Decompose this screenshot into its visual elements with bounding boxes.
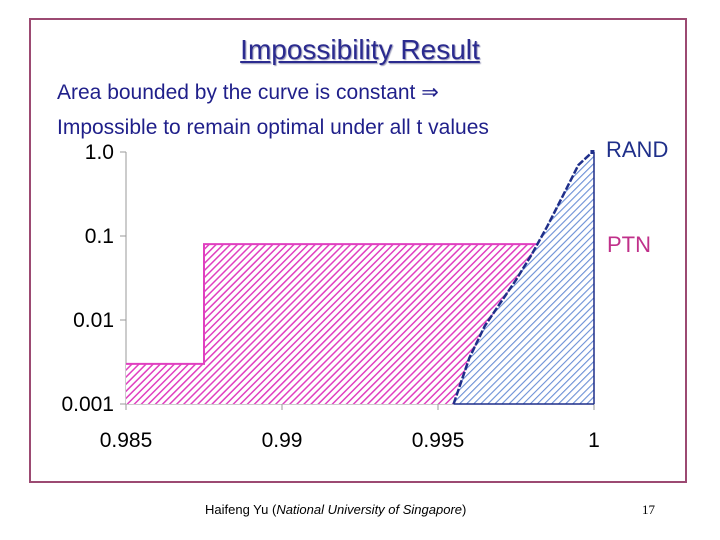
rand-area <box>453 152 594 404</box>
x-tick-label: 0.99 <box>262 429 303 452</box>
slide-title: Impossibility Result <box>240 34 480 65</box>
footer-author: Haifeng Yu ( <box>205 502 277 517</box>
y-tick-label: 1.0 <box>85 141 114 164</box>
y-tick-label: 0.001 <box>61 393 114 416</box>
footer-suffix: ) <box>462 502 467 517</box>
rand-line <box>452 151 594 405</box>
bullet-area-constant: Area bounded by the curve is constant ⇒ <box>57 81 439 104</box>
x-tick-label: 1 <box>588 429 600 452</box>
y-tick-label: 0.01 <box>73 309 114 332</box>
series-label-ptn: PTN <box>607 232 651 257</box>
ptn-line <box>126 243 587 365</box>
slide-frame <box>29 18 687 483</box>
slide-footer: Haifeng Yu (National University of Singa… <box>205 502 466 517</box>
footer-affiliation: National University of Singapore <box>276 502 463 517</box>
rand-end-marker <box>590 150 595 154</box>
y-tick-label: 0.1 <box>85 225 114 248</box>
x-tick-label: 0.985 <box>100 429 153 452</box>
series-label-rand: RAND <box>606 137 668 162</box>
page-number: 17 <box>642 502 655 517</box>
x-tick-label: 0.995 <box>412 429 465 452</box>
bullet-impossible-optimal: Impossible to remain optimal under all t… <box>57 116 489 139</box>
